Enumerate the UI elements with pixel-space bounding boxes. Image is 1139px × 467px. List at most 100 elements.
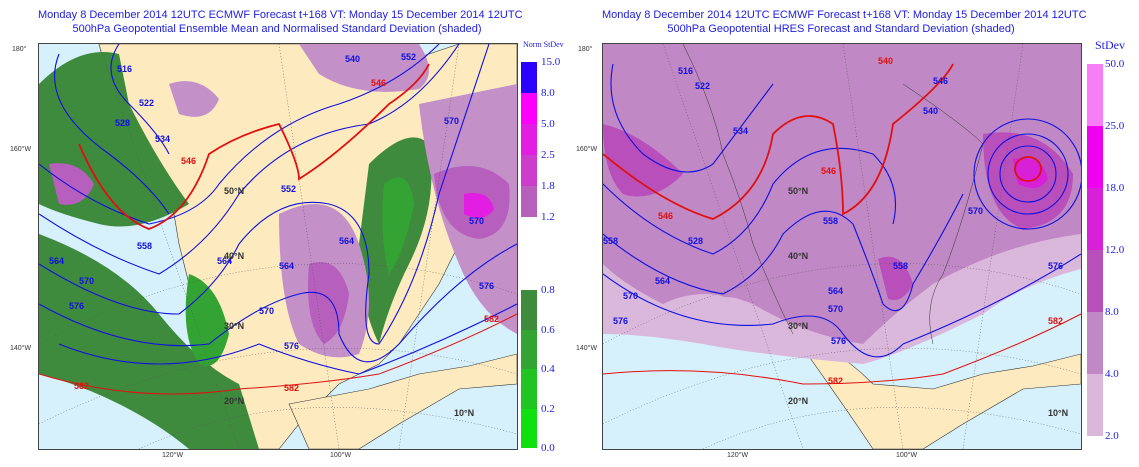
svg-text:558: 558 — [823, 216, 838, 226]
svg-text:522: 522 — [695, 81, 710, 91]
legend-tick: 4.0 — [1105, 368, 1119, 380]
contour-labels: 516 522 534 558 528 564 570 576 558 564 … — [603, 66, 1063, 346]
left-legend-title: Norm StDev — [523, 40, 564, 49]
lon-label-160w: 160°W — [10, 146, 32, 153]
contour-582 — [603, 313, 1081, 385]
legend-tick: 0.8 — [541, 284, 555, 296]
svg-text:564: 564 — [828, 286, 843, 296]
svg-text:546: 546 — [933, 76, 948, 86]
legend-swatch — [521, 329, 537, 369]
svg-text:40°N: 40°N — [788, 251, 808, 261]
svg-text:564: 564 — [49, 256, 64, 266]
lat-labels: 50°N 40°N 30°N 20°N 10°N — [788, 186, 1068, 418]
coastlines — [682, 44, 984, 345]
svg-text:522: 522 — [139, 98, 154, 108]
legend-tick: 50.0 — [1105, 58, 1125, 70]
svg-text:576: 576 — [1048, 261, 1063, 271]
svg-text:540: 540 — [923, 106, 938, 116]
svg-text:552: 552 — [281, 184, 296, 194]
right-title-line2: 500hPa Geopotential HRES Forecast and St… — [667, 23, 1015, 35]
svg-text:528: 528 — [688, 236, 703, 246]
legend-tick: 0.6 — [541, 323, 555, 336]
legend-tick: 8.0 — [1105, 306, 1119, 318]
svg-text:576: 576 — [613, 316, 628, 326]
legend-swatch — [1087, 374, 1103, 436]
contour-582 — [39, 313, 517, 395]
contour-labels-red: 546 546 540 582 582 — [658, 56, 1063, 386]
svg-text:546: 546 — [658, 211, 673, 221]
contour-546 — [78, 63, 430, 230]
svg-text:10°N: 10°N — [454, 408, 474, 418]
legend-tick: 0.4 — [541, 363, 555, 375]
legend-tick: 0.0 — [541, 442, 555, 454]
svg-text:570: 570 — [828, 304, 843, 314]
svg-text:570: 570 — [79, 276, 94, 286]
svg-text:582: 582 — [284, 383, 299, 393]
svg-text:546: 546 — [371, 78, 386, 88]
legend-tick: 12.0 — [1105, 244, 1125, 256]
svg-text:558: 558 — [603, 236, 618, 246]
svg-text:516: 516 — [678, 66, 693, 76]
svg-text:564: 564 — [339, 236, 354, 246]
lon-label-180-r: 180° — [578, 46, 593, 53]
legend-tick: 2.5 — [541, 149, 555, 161]
contour-labels-red: 546 546 582 582 582 — [74, 78, 499, 393]
svg-text:20°N: 20°N — [788, 396, 808, 406]
lon-label-100w: 100°W — [330, 452, 352, 459]
svg-text:558: 558 — [893, 261, 908, 271]
legend-swatch — [521, 155, 537, 186]
left-map: 516 522 528 534 558 564 570 576 564 564 … — [39, 44, 517, 449]
svg-text:546: 546 — [181, 156, 196, 166]
legend-swatch — [1087, 64, 1103, 126]
svg-text:564: 564 — [279, 261, 294, 271]
lon-label-140w: 140°W — [10, 345, 32, 352]
svg-text:576: 576 — [284, 341, 299, 351]
legend-swatch — [521, 408, 537, 448]
left-map-panel: 516 522 528 534 558 564 570 576 564 564 … — [38, 43, 518, 450]
svg-text:570: 570 — [968, 206, 983, 216]
svg-text:40°N: 40°N — [224, 251, 244, 261]
svg-text:570: 570 — [623, 291, 638, 301]
svg-text:576: 576 — [479, 281, 494, 291]
legend-tick: 1.8 — [541, 180, 555, 192]
legend-tick: 18.0 — [1105, 182, 1125, 194]
lon-label-140w-r: 140°W — [576, 345, 598, 352]
legend-tick: 0.2 — [541, 402, 555, 415]
svg-text:534: 534 — [155, 134, 170, 144]
legend-tick: 2.0 — [1105, 430, 1119, 442]
legend-swatch — [521, 93, 537, 124]
legend-tick: 25.0 — [1105, 120, 1125, 132]
lon-label-120w-r: 120°W — [727, 452, 749, 459]
svg-text:582: 582 — [828, 376, 843, 386]
svg-text:576: 576 — [831, 336, 846, 346]
left-title: Monday 8 December 2014 12UTC ECMWF Forec… — [38, 8, 523, 36]
svg-text:30°N: 30°N — [788, 321, 808, 331]
right-map: 516 522 534 558 528 564 570 576 558 564 … — [603, 44, 1081, 449]
lon-label-160w-r: 160°W — [576, 146, 598, 153]
svg-text:582: 582 — [74, 381, 89, 391]
svg-text:50°N: 50°N — [788, 186, 808, 196]
svg-text:534: 534 — [733, 126, 748, 136]
contour-labels: 516 522 528 534 558 564 570 576 564 564 … — [49, 52, 494, 351]
svg-text:564: 564 — [655, 276, 670, 286]
svg-text:570: 570 — [469, 216, 484, 226]
svg-text:540: 540 — [345, 54, 360, 64]
svg-text:582: 582 — [1048, 316, 1063, 326]
legend-swatch — [521, 369, 537, 409]
legend-tick: 8.0 — [541, 87, 555, 99]
svg-text:516: 516 — [117, 64, 132, 74]
svg-text:552: 552 — [401, 52, 416, 62]
svg-text:540: 540 — [878, 56, 893, 66]
legend-tick: 15.0 — [541, 56, 561, 68]
low-spread-shading — [39, 52, 432, 449]
svg-text:558: 558 — [137, 241, 152, 251]
legend-tick: 1.2 — [541, 211, 555, 223]
svg-text:570: 570 — [444, 116, 459, 126]
lon-label-120w: 120°W — [162, 452, 184, 459]
svg-text:50°N: 50°N — [224, 186, 244, 196]
contour-546 — [603, 63, 1042, 220]
graticule — [603, 44, 1081, 449]
legend-swatch — [1087, 312, 1103, 374]
right-legend-title: StDev — [1095, 38, 1125, 52]
legend-swatch — [521, 62, 537, 93]
